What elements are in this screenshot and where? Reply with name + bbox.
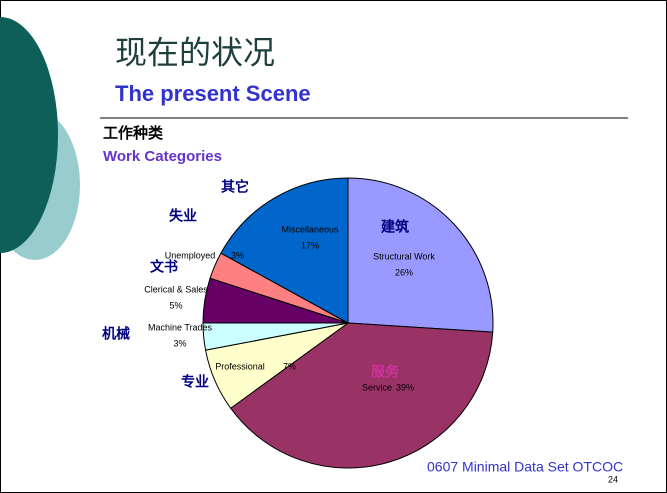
pie-slice [229, 322, 494, 469]
footer: 0607 Minimal Data Set OTCOC [427, 459, 623, 475]
slice-label: Professional [215, 361, 265, 371]
slice-value: 3% [231, 250, 244, 260]
slice-value: 7% [283, 361, 296, 371]
slice-label: Service [362, 382, 392, 392]
slice-value: 17% [301, 240, 319, 250]
section-subtitle: Work Categories [103, 148, 222, 165]
pie-slice [220, 177, 349, 324]
slice-value: 26% [395, 267, 413, 277]
slice-value: 5% [169, 300, 182, 310]
title: 现在的状况 [115, 34, 275, 70]
slice-value: 39% [396, 382, 414, 392]
page-number: 24 [608, 474, 618, 484]
slice-label-zh: 专业 [181, 374, 209, 390]
pie-slice [347, 177, 494, 333]
slice-value: 3% [173, 338, 186, 348]
slice-label: Clerical & Sales [144, 284, 208, 294]
slice-label-zh: 失业 [169, 208, 197, 224]
slice-label: Structural Work [373, 251, 435, 261]
slice-label-zh: 服务 [371, 364, 400, 380]
slice-label: Machine Trades [148, 322, 213, 332]
slice-label-zh: 文书 [150, 259, 178, 275]
slice-label: Unemployed [165, 250, 216, 260]
subtitle: The present Scene [115, 81, 311, 106]
slice-label: Miscellaneous [281, 224, 339, 234]
slice-label-zh: 建筑 [381, 219, 409, 235]
section-title: 工作种类 [103, 124, 164, 142]
slice-label-zh: 机械 [102, 326, 130, 342]
slice-label-zh: 其它 [221, 179, 249, 195]
decor-circle-dark [0, 17, 58, 253]
